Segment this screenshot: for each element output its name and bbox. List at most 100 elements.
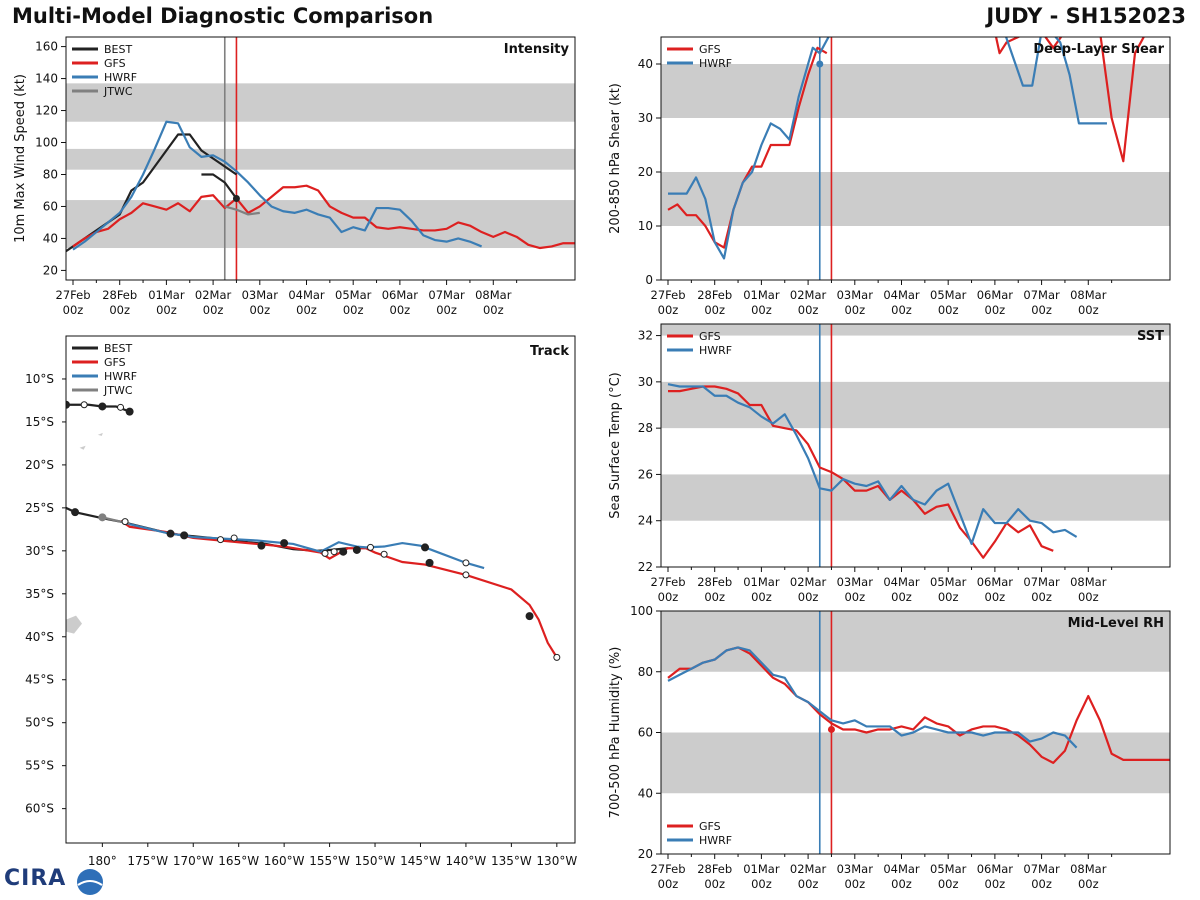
panel-title: Deep-Layer Shear [1033,42,1164,57]
y-tick-label: 32 [638,329,653,343]
logo-globe-swoosh [77,880,103,886]
lat-label: 60°S [25,802,54,816]
x-tick-label: 00z [249,303,270,317]
y-tick-label: 40 [638,57,653,71]
series-line-hwrf [72,120,483,251]
island-shape [79,445,86,450]
x-tick-label: 01Mar [743,575,780,589]
track-position-marker [117,403,125,411]
x-tick-label: 02Mar [790,288,827,302]
panel-rh: 2040608010027Feb00z28Feb00z01Mar00z02Mar… [608,604,1171,891]
legend-label-hwrf: HWRF [699,57,732,70]
x-tick-label: 00z [985,590,1006,604]
track-position-marker [217,536,225,544]
legend-label-hwrf: HWRF [699,834,732,847]
x-tick-label: 04Mar [288,288,325,302]
x-tick-label: 00z [483,303,504,317]
x-tick-label: 04Mar [883,575,920,589]
track-position-marker [280,539,289,548]
x-tick-label: 00z [704,303,725,317]
lon-label: 150°W [355,854,396,868]
x-tick-label: 06Mar [977,288,1014,302]
x-tick-label: 27Feb [651,288,686,302]
track-position-marker [180,531,189,540]
plot-area [66,37,575,280]
lat-label: 50°S [25,716,54,730]
map-frame [65,335,576,844]
x-tick-label: 00z [1031,590,1052,604]
series-line-jtwc [224,205,260,216]
lon-label: 175°W [127,854,168,868]
x-tick-label: 00z [156,303,177,317]
x-tick-label: 08Mar [1070,862,1107,876]
x-tick-label: 06Mar [382,288,419,302]
x-tick-label: 27Feb [651,862,686,876]
y-axis-label: 200-850 hPa Shear (kt) [608,83,623,234]
x-tick-label: 00z [343,303,364,317]
track-position-marker [421,543,430,552]
y-tick-label: 20 [638,165,653,179]
x-tick-label: 03Mar [837,575,874,589]
legend-label-best: BEST [104,342,132,355]
series-line-hwrf [667,646,1078,749]
x-tick-label: 00z [938,303,959,317]
lon-label: 165°W [218,854,259,868]
track-position-marker [425,558,434,567]
new-zealand-shape [66,615,82,634]
x-tick-label: 28Feb [697,575,732,589]
legend-label-gfs: GFS [104,356,126,369]
x-tick-label: 00z [63,303,84,317]
x-tick-label: 06Mar [977,575,1014,589]
legend-label-jtwc: JTWC [103,85,133,98]
lon-label: 170°W [173,854,214,868]
plot-area [661,611,1170,854]
y-tick-label: 80 [43,167,58,181]
track-position-marker [553,653,561,661]
plot-frame [660,323,1171,568]
y-tick-label: 10 [638,219,653,233]
x-tick-label: 07Mar [1023,862,1060,876]
page-title: Multi-Model Diagnostic Comparison [12,4,434,28]
x-tick-label: 05Mar [930,288,967,302]
x-tick-label: 00z [751,590,772,604]
legend-label-hwrf: HWRF [104,370,137,383]
lat-label: 45°S [25,673,54,687]
x-tick-label: 00z [1078,303,1099,317]
lon-label: 180° [88,854,117,868]
lat-label: 15°S [25,415,54,429]
lat-label: 55°S [25,759,54,773]
x-tick-label: 00z [844,590,865,604]
y-tick-label: 140 [35,72,58,86]
x-tick-label: 02Mar [790,575,827,589]
x-tick-label: 08Mar [1070,575,1107,589]
cira-logo: CIRA [4,866,66,891]
x-tick-label: 27Feb [56,288,91,302]
x-tick-label: 28Feb [697,862,732,876]
storm-identifier: JUDY - SH152023 [986,4,1186,28]
series-line-best-decay [201,173,238,200]
track-position-marker [71,508,80,517]
legend-label-gfs: GFS [104,57,126,70]
x-tick-label: 07Mar [1023,288,1060,302]
y-tick-label: 26 [638,467,653,481]
threshold-band [661,324,1170,336]
y-axis-label: Sea Surface Temp (°C) [608,372,623,519]
x-tick-label: 00z [203,303,224,317]
track-position-marker [257,541,266,550]
y-tick-label: 40 [43,231,58,245]
legend-label-gfs: GFS [699,820,721,833]
panel-title: Intensity [504,42,570,57]
threshold-band [66,148,575,170]
lon-label: 145°W [400,854,441,868]
x-tick-label: 00z [751,877,772,891]
x-tick-label: 08Mar [1070,288,1107,302]
x-tick-label: 00z [985,303,1006,317]
island-shape [97,432,103,436]
x-tick-label: 00z [704,590,725,604]
x-tick-label: 06Mar [977,862,1014,876]
x-tick-label: 00z [938,590,959,604]
plot-frame [660,36,1171,281]
threshold-band [661,64,1170,118]
